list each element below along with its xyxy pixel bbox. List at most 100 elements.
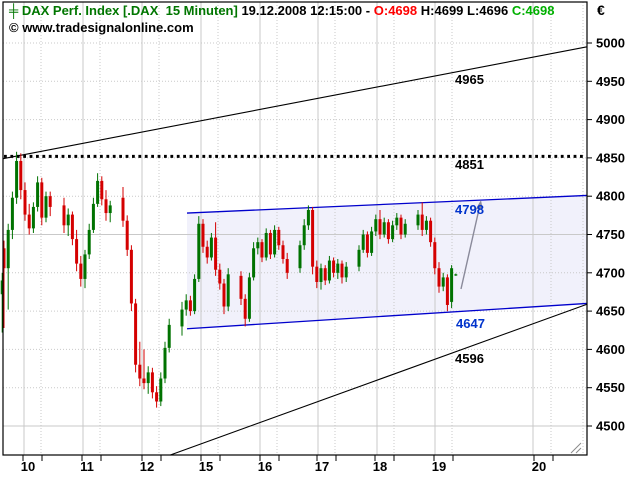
- candle-body: [382, 222, 386, 235]
- high-low-value: H:4699 L:4696: [420, 3, 509, 18]
- candle-body: [391, 225, 395, 240]
- price-annotation: 4965: [455, 72, 484, 87]
- candle-body: [79, 263, 83, 279]
- candle-body: [454, 274, 458, 276]
- candle-body: [311, 209, 315, 267]
- candle-body: [302, 225, 306, 246]
- candle-body: [70, 214, 74, 240]
- y-tick-label: 4950: [596, 74, 625, 89]
- y-tick-label: 4850: [596, 150, 625, 165]
- candle-body: [252, 248, 256, 278]
- candle-body: [83, 254, 87, 279]
- candle-body: [15, 160, 19, 198]
- candle-body: [450, 268, 454, 302]
- candle-body: [319, 268, 323, 282]
- candle-body: [167, 324, 171, 348]
- candle-body: [66, 214, 70, 226]
- candle-body: [48, 196, 52, 207]
- candle-body: [332, 260, 336, 273]
- candle-body: [256, 242, 260, 249]
- price-annotation: 4851: [455, 157, 484, 172]
- candle-body: [27, 214, 31, 229]
- candle-body: [193, 278, 197, 312]
- candle-body: [205, 246, 209, 258]
- candle-body: [6, 229, 10, 269]
- x-tick-label: 17: [315, 459, 329, 474]
- candle-body: [226, 274, 230, 307]
- projection-arrow-head: [475, 200, 483, 210]
- candle-body: [75, 239, 79, 264]
- crosshair-icon: ╪: [9, 3, 19, 18]
- candle-body: [264, 232, 268, 258]
- y-tick-label: 4550: [596, 380, 625, 395]
- candle-body: [104, 199, 108, 214]
- candle-body: [361, 234, 365, 250]
- x-tick-label: 16: [258, 459, 272, 474]
- resize-handle-line[interactable]: [575, 447, 582, 454]
- candle-body: [306, 209, 310, 226]
- candle-body: [344, 266, 348, 278]
- candle-body: [365, 234, 369, 253]
- candle-body: [386, 222, 390, 240]
- dash: -: [365, 3, 371, 18]
- resize-handle[interactable]: [570, 442, 582, 454]
- candle-body: [336, 263, 340, 273]
- candle-body: [445, 277, 449, 305]
- candle-body: [188, 300, 192, 312]
- candle-body: [239, 275, 243, 299]
- candle-body: [10, 197, 14, 230]
- price-annotation: 4647: [456, 316, 485, 331]
- y-tick-label: 4750: [596, 227, 625, 242]
- copyright-line: © www.tradesignalonline.com: [9, 20, 194, 35]
- candle-body: [129, 249, 133, 304]
- x-tick-label: 19: [432, 459, 446, 474]
- candle-body: [273, 229, 277, 255]
- channel-upper-line: [186, 194, 588, 214]
- x-tick-label: 18: [373, 459, 387, 474]
- candle-body: [0, 280, 4, 295]
- candle-body: [315, 266, 319, 282]
- x-tick-label: 15: [199, 459, 213, 474]
- y-tick-label: 4650: [596, 304, 625, 319]
- resistance-trendline: [2, 46, 588, 160]
- x-tick-label: 12: [140, 459, 154, 474]
- candle-body: [416, 214, 420, 226]
- candle-body: [277, 229, 281, 246]
- candle-body: [218, 269, 222, 284]
- channel-lower-line: [186, 302, 588, 330]
- candle-body: [201, 223, 205, 247]
- candle-body: [357, 249, 361, 267]
- support-trendline: [169, 303, 588, 456]
- resize-handle-line[interactable]: [570, 442, 582, 454]
- chart-header: ╪ DAX Perf. Index [.DAX 15 Minuten] 19.1…: [9, 3, 554, 18]
- x-tick-label: 10: [21, 459, 35, 474]
- candle-body: [429, 220, 433, 243]
- candle-body: [209, 237, 213, 258]
- candle-body: [197, 223, 201, 279]
- candle-body: [340, 263, 344, 278]
- quote-datetime: 19.12.2008 12:15:00: [241, 3, 363, 18]
- candle-body: [378, 219, 382, 235]
- candle-body: [327, 260, 331, 281]
- candle-body: [247, 277, 251, 319]
- candle-body: [285, 259, 289, 273]
- candle-body: [31, 206, 35, 229]
- candle-body: [108, 205, 112, 214]
- candle-body: [134, 303, 138, 365]
- candle-body: [420, 214, 424, 230]
- candle-body: [323, 268, 327, 281]
- candle-body: [222, 283, 226, 307]
- x-tick-label: 11: [80, 459, 94, 474]
- candles-group: [0, 151, 458, 408]
- candle-body: [163, 347, 167, 379]
- y-tick-label: 4900: [596, 112, 625, 127]
- candle-body: [121, 197, 125, 221]
- candle-body: [433, 242, 437, 269]
- candle-body: [138, 364, 142, 379]
- candle-body: [403, 223, 407, 235]
- candle-body: [437, 268, 441, 287]
- trend-channel-fill: [187, 195, 587, 329]
- candle-body: [298, 245, 302, 269]
- candle-body: [36, 182, 40, 207]
